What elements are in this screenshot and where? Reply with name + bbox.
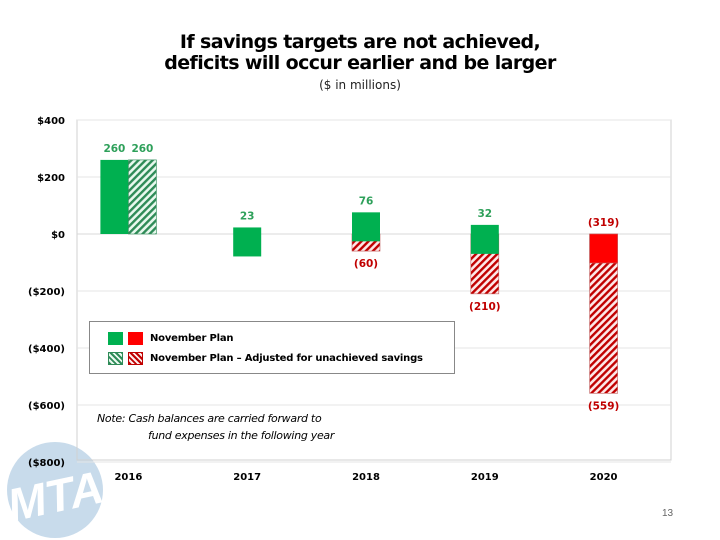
bar-november-plan bbox=[589, 233, 618, 264]
legend-swatch-red bbox=[128, 331, 143, 345]
x-tick-label: 2019 bbox=[471, 472, 499, 483]
bar-november-plan bbox=[352, 212, 380, 242]
y-tick-label: ($400) bbox=[28, 344, 65, 355]
y-tick-label: $0 bbox=[51, 230, 65, 241]
slide-title: If savings targets are not achieved, def… bbox=[0, 32, 720, 74]
plot-frame bbox=[76, 119, 672, 461]
chart-legend: November Plan November Plan – Adjusted f… bbox=[89, 321, 455, 374]
data-label-adjusted: (559) bbox=[588, 400, 620, 412]
data-label-november-plan: (319) bbox=[588, 217, 620, 229]
mta-logo-circle bbox=[7, 442, 103, 538]
data-label-adjusted: (210) bbox=[469, 301, 501, 313]
legend-swatch-green-hatched bbox=[108, 351, 123, 365]
legend-swatch-red-hatched bbox=[128, 351, 143, 365]
note-line-2: fund expenses in the following year bbox=[148, 429, 335, 442]
legend-item-november-plan: November Plan bbox=[108, 331, 234, 345]
y-tick-label: $400 bbox=[37, 116, 65, 127]
data-label-november-plan: 32 bbox=[477, 208, 492, 220]
x-tick-label: 2016 bbox=[114, 472, 142, 483]
title-line-2: deficits will occur earlier and be large… bbox=[164, 52, 556, 74]
legend-label: November Plan bbox=[150, 332, 234, 344]
data-label-november-plan: 76 bbox=[359, 195, 374, 207]
legend-swatch-green bbox=[108, 331, 123, 345]
y-tick-label: ($800) bbox=[28, 458, 65, 469]
chart-subtitle: ($ in millions) bbox=[319, 78, 401, 92]
chart-note: Note: Cash balances are carried forward … bbox=[97, 410, 334, 444]
y-tick-label: $200 bbox=[37, 173, 65, 184]
y-tick-label: ($600) bbox=[28, 401, 65, 412]
bar-november-plan bbox=[470, 224, 499, 254]
data-label-november-plan: 23 bbox=[240, 210, 255, 222]
legend-label: November Plan – Adjusted for unachieved … bbox=[150, 352, 423, 364]
bar-november-plan bbox=[100, 159, 129, 234]
legend-item-adjusted: November Plan – Adjusted for unachieved … bbox=[108, 351, 423, 365]
x-tick-label: 2020 bbox=[590, 472, 618, 483]
note-line-1: Note: Cash balances are carried forward … bbox=[97, 412, 322, 425]
bar-november-plan bbox=[233, 227, 262, 257]
x-tick-label: 2017 bbox=[233, 472, 261, 483]
page-number: 13 bbox=[662, 508, 674, 519]
bar-adjusted bbox=[128, 159, 157, 235]
title-line-1: If savings targets are not achieved, bbox=[179, 31, 541, 53]
data-label-adjusted: 260 bbox=[131, 143, 153, 155]
x-tick-label: 2018 bbox=[352, 472, 380, 483]
data-label-adjusted: (60) bbox=[354, 258, 378, 270]
data-label-november-plan: 260 bbox=[103, 143, 125, 155]
y-tick-label: ($200) bbox=[28, 287, 65, 298]
